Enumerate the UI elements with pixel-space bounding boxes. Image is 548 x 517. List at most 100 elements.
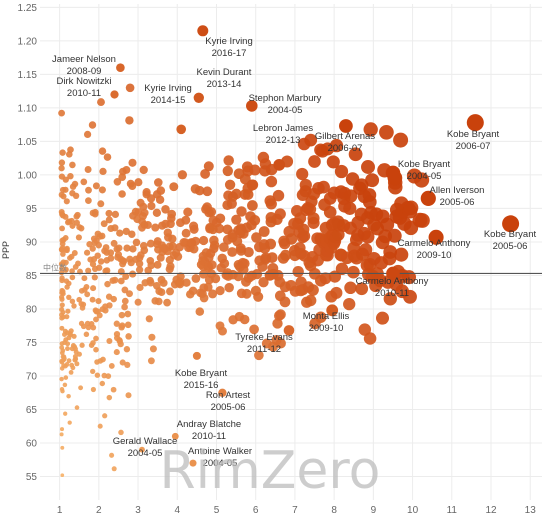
y-tick-label: 90 — [26, 237, 38, 248]
annotation-season: 2012-13 — [266, 135, 301, 146]
data-point — [241, 288, 252, 299]
data-point — [111, 466, 117, 472]
data-point — [363, 332, 377, 345]
data-point — [181, 215, 191, 225]
data-point — [168, 234, 177, 244]
data-point — [343, 201, 357, 215]
data-point — [71, 180, 79, 188]
data-point — [71, 250, 78, 256]
data-point — [375, 311, 390, 325]
data-point — [62, 235, 69, 241]
annotation-player: Gerald Wallace — [113, 436, 178, 447]
data-point — [88, 121, 97, 129]
data-point — [118, 429, 124, 436]
data-point — [74, 361, 80, 367]
data-point — [63, 411, 68, 416]
data-point — [296, 167, 309, 181]
data-point — [236, 206, 247, 217]
data-point — [107, 249, 115, 257]
annotation-player: Kevin Durant — [197, 67, 252, 78]
data-point — [379, 124, 394, 140]
data-point — [62, 176, 69, 183]
data-point — [128, 182, 137, 191]
data-point — [113, 330, 121, 338]
data-point — [258, 226, 270, 237]
data-point — [94, 372, 101, 378]
annotated-point — [193, 92, 204, 103]
data-point — [239, 314, 250, 325]
data-point — [75, 234, 82, 241]
x-tick-label: 6 — [253, 505, 259, 516]
data-point — [69, 222, 76, 229]
data-point — [363, 122, 378, 137]
data-point — [83, 331, 90, 338]
data-point — [329, 138, 344, 153]
data-points — [58, 83, 430, 478]
data-point — [85, 267, 92, 274]
data-point — [275, 338, 286, 349]
annotation-player: Lebron James — [253, 123, 313, 134]
data-point — [219, 258, 230, 269]
data-point — [151, 223, 160, 232]
data-point — [78, 225, 85, 232]
annotation-player: Kobe Bryant — [175, 368, 228, 379]
data-point — [194, 185, 205, 196]
data-point — [191, 236, 201, 246]
data-point — [68, 217, 75, 224]
data-point — [215, 213, 226, 224]
annotation-player: Monta Ellis — [303, 311, 350, 322]
x-tick-label: 11 — [447, 505, 458, 516]
data-point — [173, 252, 183, 261]
data-point — [199, 293, 209, 303]
data-point — [95, 241, 102, 249]
data-point — [69, 298, 76, 305]
data-point — [169, 182, 179, 192]
data-point — [100, 356, 106, 363]
annotation-season: 2010-11 — [192, 431, 226, 442]
annotation-player: Gilbert Arenas — [315, 131, 375, 142]
data-point — [362, 188, 377, 202]
annotated-point — [110, 90, 119, 99]
annotation-player: Tyreke Evans — [235, 332, 293, 343]
data-point — [117, 340, 124, 348]
data-point — [89, 245, 96, 252]
data-point — [59, 432, 64, 437]
data-point — [224, 179, 236, 190]
data-point — [110, 386, 117, 393]
data-point — [414, 213, 430, 228]
data-point — [65, 346, 70, 352]
data-point — [299, 178, 312, 192]
annotation-season: 2006-07 — [328, 143, 363, 154]
data-point — [163, 298, 171, 307]
y-axis-label: PPP — [1, 241, 11, 259]
data-point — [203, 282, 213, 292]
data-point — [159, 279, 168, 287]
data-point — [177, 170, 188, 180]
data-point — [125, 333, 132, 340]
data-point — [70, 365, 76, 371]
data-point — [249, 214, 261, 226]
data-point — [251, 268, 263, 280]
y-tick-label: 60 — [26, 439, 38, 450]
data-point — [304, 133, 318, 147]
data-point — [134, 298, 142, 306]
annotated-point — [192, 351, 201, 360]
data-point — [98, 147, 107, 155]
data-point — [67, 420, 72, 425]
data-point — [106, 302, 113, 309]
data-point — [315, 311, 327, 323]
annotated-point — [189, 459, 197, 467]
data-point — [156, 186, 166, 195]
data-point — [139, 202, 148, 211]
data-point — [136, 283, 144, 292]
data-point — [105, 373, 112, 379]
data-point — [124, 310, 132, 318]
data-point — [63, 198, 70, 205]
annotation-season: 2005-06 — [211, 402, 246, 413]
data-point — [125, 392, 132, 399]
data-point — [265, 175, 278, 188]
data-point — [285, 233, 298, 245]
data-point — [161, 205, 170, 214]
annotation-season: 2011-12 — [247, 344, 281, 355]
annotation-season: 2010-11 — [375, 288, 409, 299]
